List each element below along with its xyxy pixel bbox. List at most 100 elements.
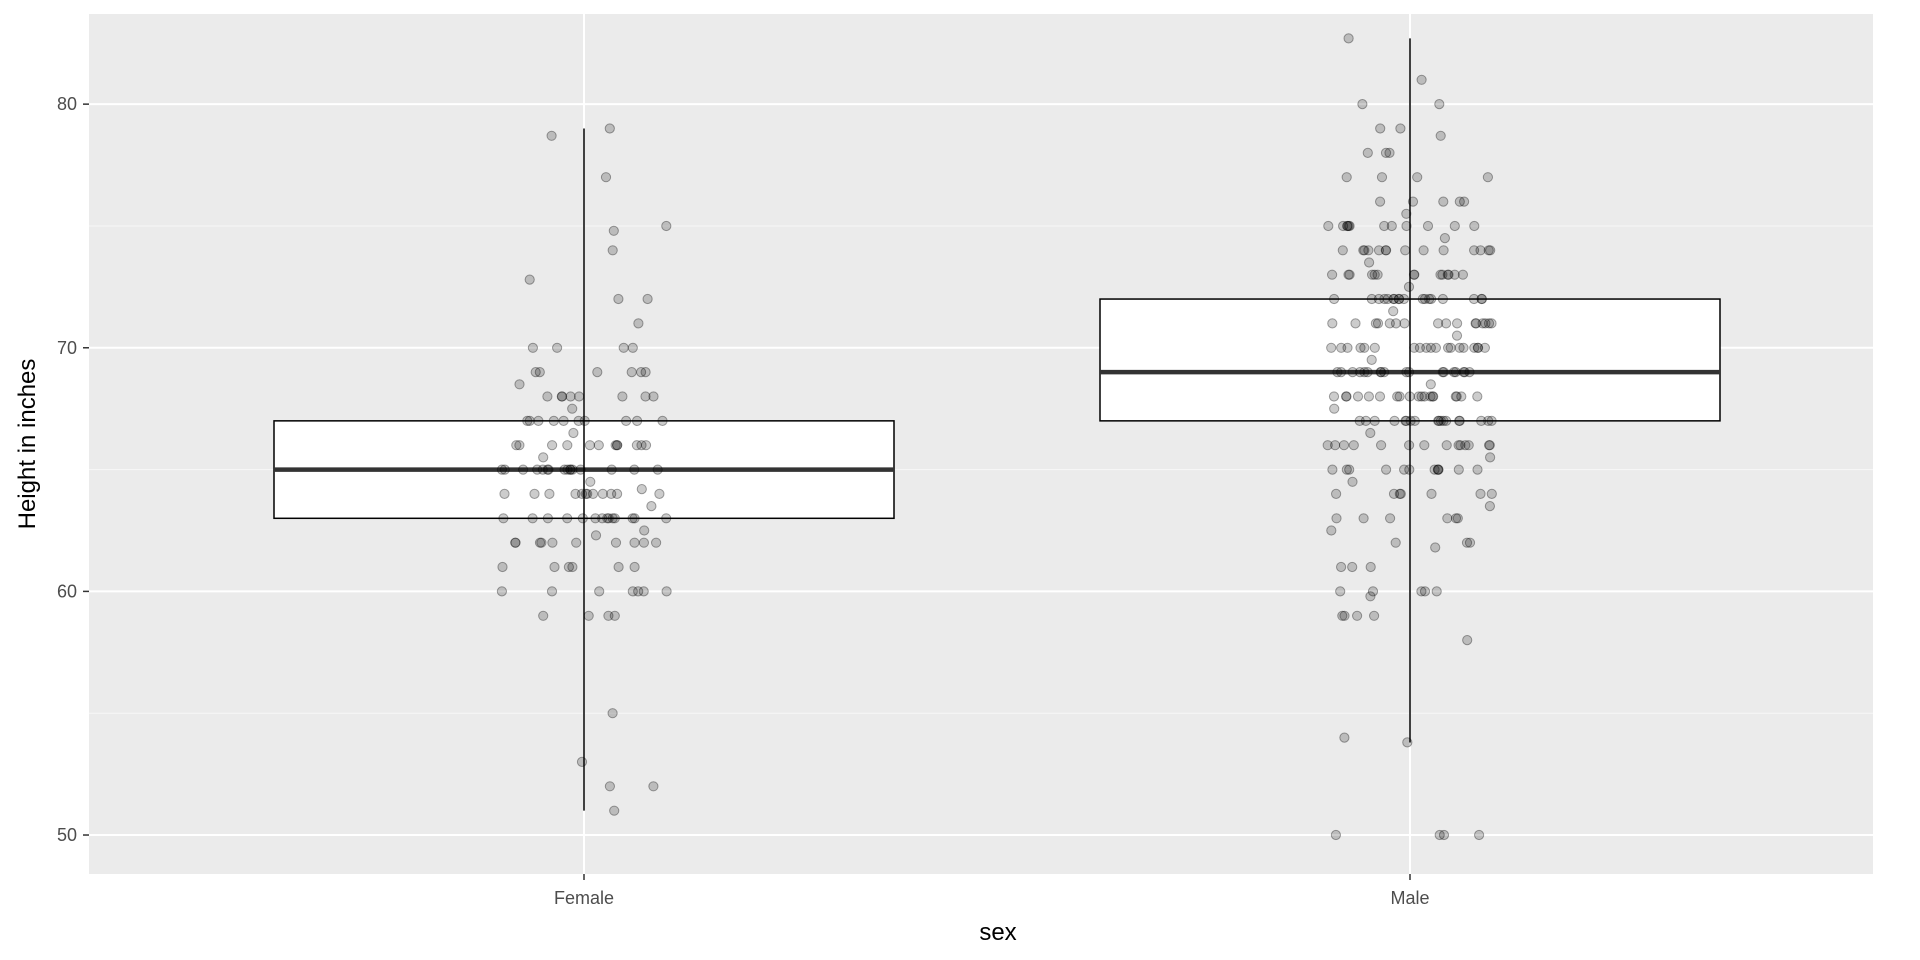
data-point: [587, 488, 599, 499]
data-point: [1438, 829, 1450, 841]
data-point: [657, 415, 668, 426]
data-point: [1401, 367, 1412, 378]
data-point: [1483, 245, 1494, 256]
data-point: [1363, 391, 1375, 402]
data-point: [1398, 293, 1410, 305]
data-point: [530, 367, 541, 378]
data-point: [1418, 245, 1429, 256]
data-point: [1326, 342, 1337, 353]
data-point: [1419, 391, 1430, 402]
data-point: [632, 415, 643, 426]
data-point: [511, 440, 522, 451]
data-point: [629, 537, 640, 548]
data-point: [518, 464, 529, 475]
data-point: [1343, 269, 1354, 280]
data-point: [576, 488, 588, 499]
data-point: [1476, 293, 1488, 305]
data-point: [1484, 501, 1496, 512]
data-point: [565, 464, 576, 475]
data-point: [636, 440, 647, 451]
data-point: [638, 586, 649, 597]
data-point: [1365, 427, 1376, 439]
data-point: [1443, 269, 1454, 280]
data-point: [1459, 367, 1470, 378]
data-point: [1425, 342, 1437, 353]
data-point: [1417, 293, 1428, 305]
data-point: [1380, 147, 1392, 158]
data-point: [1419, 586, 1431, 597]
data-point: [1344, 464, 1355, 475]
data-point: [498, 513, 509, 524]
data-point: [1486, 415, 1497, 426]
data-point: [612, 440, 623, 451]
data-point: [1386, 220, 1397, 232]
data-point: [1336, 367, 1347, 378]
data-point: [1322, 440, 1333, 451]
data-point: [579, 415, 590, 426]
data-point: [612, 488, 623, 499]
data-point: [1468, 293, 1480, 305]
data-point: [575, 464, 586, 475]
data-point: [1443, 342, 1454, 353]
data-point: [546, 130, 557, 141]
data-point: [1456, 391, 1467, 402]
data-point: [1472, 391, 1483, 402]
data-point: [1336, 342, 1347, 353]
data-point: [1366, 354, 1377, 365]
data-point: [1373, 293, 1385, 305]
data-point: [1385, 513, 1396, 524]
data-point: [1384, 147, 1395, 158]
data-point: [1401, 208, 1412, 219]
data-point: [1452, 318, 1463, 329]
data-point: [646, 501, 657, 512]
data-point: [1484, 440, 1495, 451]
data-point: [1433, 415, 1445, 426]
data-point: [590, 513, 601, 524]
data-point: [1339, 732, 1350, 743]
data-point: [606, 464, 617, 475]
data-point: [1412, 172, 1423, 183]
data-point: [648, 391, 659, 402]
data-point: [1486, 318, 1497, 329]
data-point: [514, 440, 525, 451]
y-axis-title: Height in inches: [14, 359, 41, 530]
data-point: [522, 415, 533, 426]
data-point: [1453, 464, 1464, 475]
data-point: [558, 415, 569, 426]
data-point: [602, 513, 613, 524]
data-point: [627, 586, 638, 597]
data-point: [1449, 269, 1460, 280]
data-point: [1339, 610, 1350, 621]
data-point: [1332, 367, 1343, 378]
data-point: [640, 391, 651, 402]
data-point: [496, 586, 507, 597]
data-point: [524, 415, 535, 426]
data-point: [584, 440, 596, 451]
data-point: [510, 537, 521, 548]
data-point: [547, 537, 558, 548]
y-tick-label: 80: [57, 94, 77, 114]
data-point: [1437, 367, 1448, 378]
data-point: [1348, 440, 1359, 451]
data-point: [648, 781, 659, 792]
data-point: [1388, 293, 1399, 305]
data-point: [542, 391, 553, 402]
data-point: [534, 367, 545, 378]
data-point: [547, 440, 558, 451]
data-point: [1342, 220, 1353, 232]
data-point: [606, 488, 617, 499]
x-tick-label: Female: [554, 888, 614, 908]
data-point: [1435, 269, 1446, 280]
data-point: [1381, 464, 1392, 475]
data-point: [1374, 391, 1386, 402]
data-point: [548, 415, 559, 426]
data-point: [1485, 452, 1496, 463]
data-point: [1441, 415, 1452, 426]
data-point: [1376, 367, 1387, 378]
box-layer: [273, 38, 1721, 811]
data-point: [1331, 488, 1342, 499]
data-point: [534, 537, 546, 548]
data-point: [576, 756, 588, 768]
data-point: [1347, 561, 1358, 573]
data-point: [1435, 130, 1446, 141]
